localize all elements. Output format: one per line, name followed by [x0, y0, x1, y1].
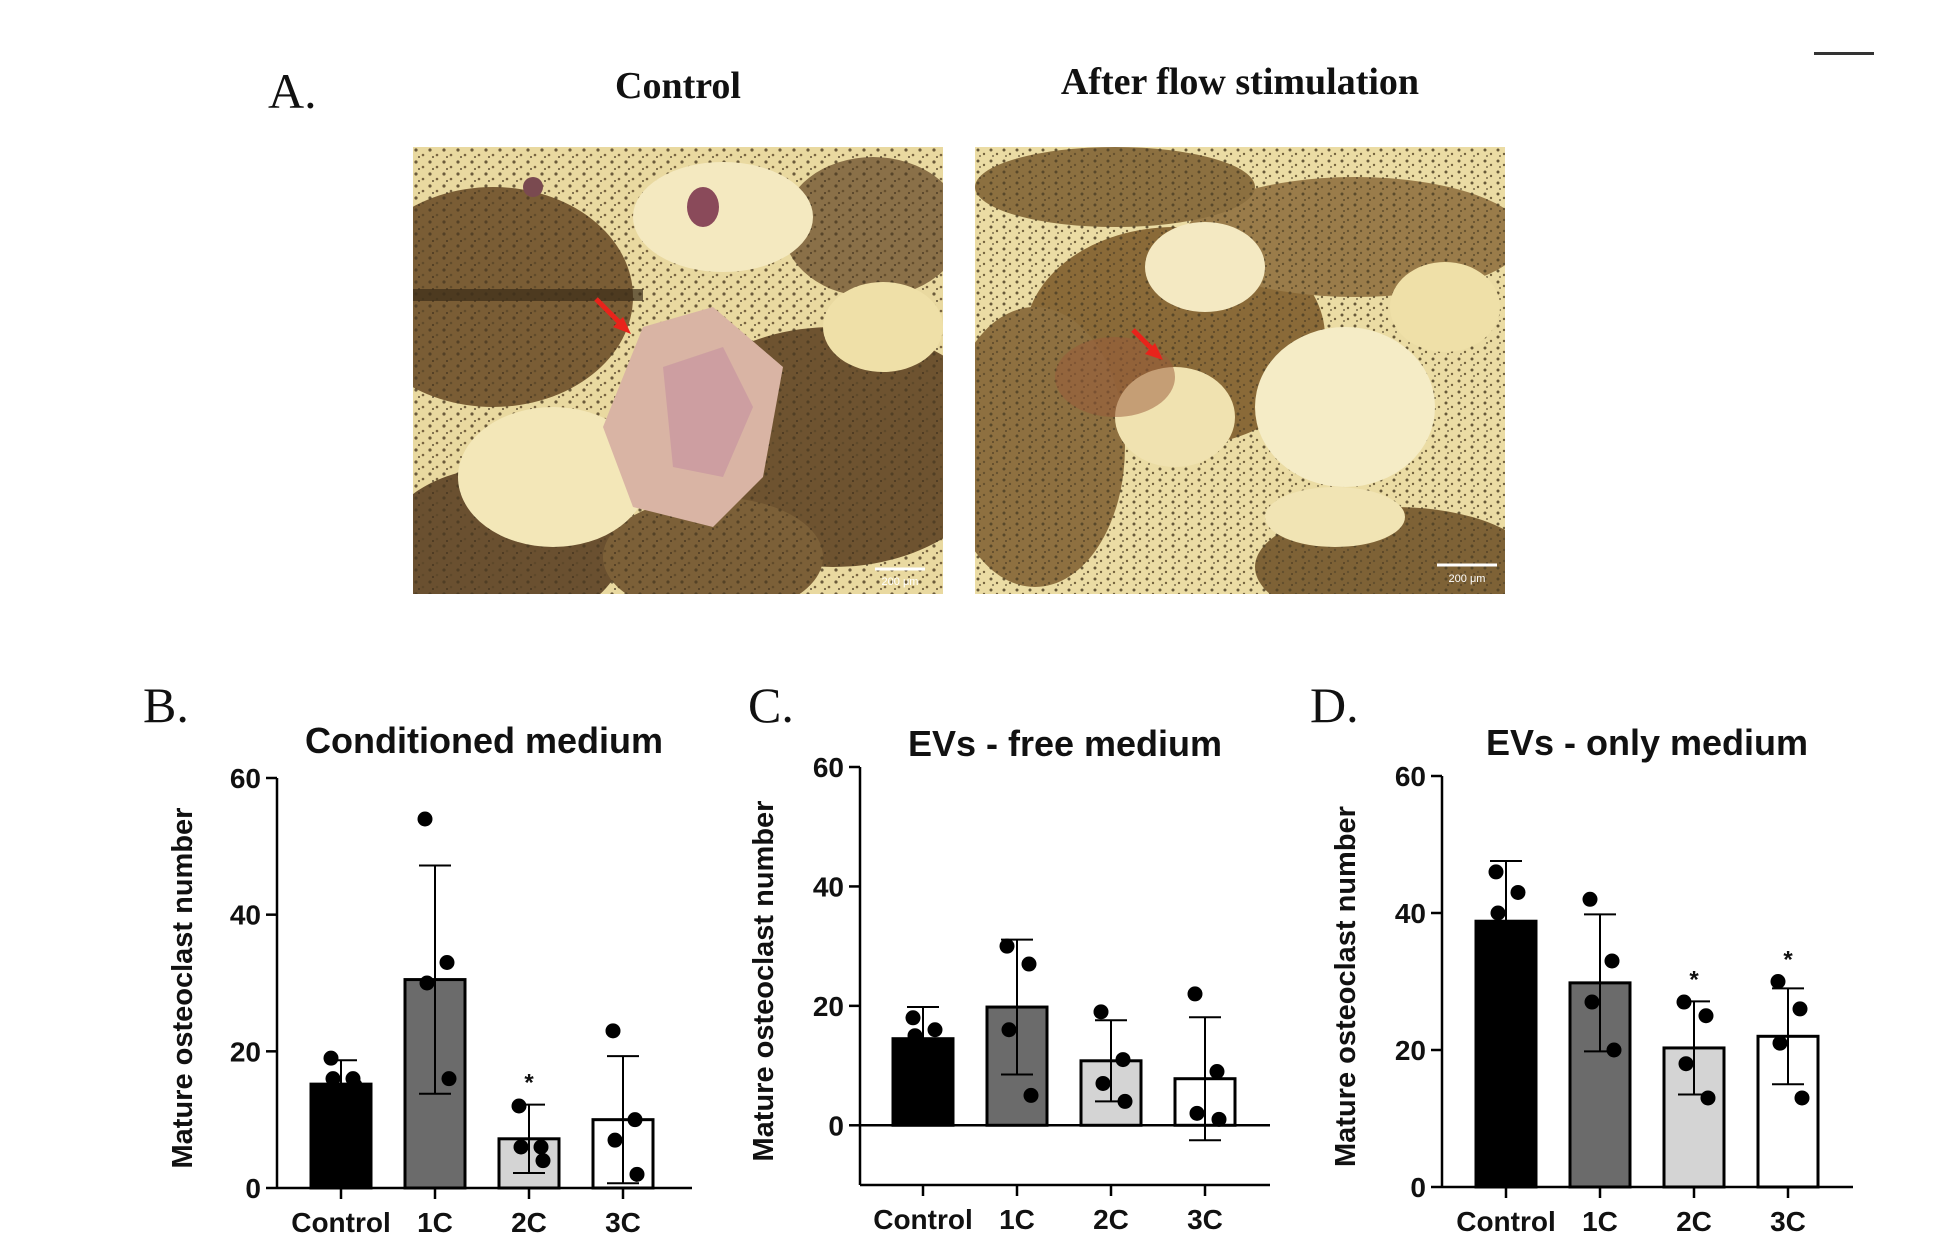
panel-b-letter: B. — [143, 677, 189, 733]
scale-bar-label-control: 200 μm — [882, 576, 919, 588]
data-point — [1794, 1090, 1810, 1106]
panel-c-letter: C. — [748, 677, 794, 733]
data-point — [1189, 1105, 1205, 1121]
data-point — [441, 1071, 457, 1087]
x-tick-label: 3C — [1187, 1204, 1223, 1235]
scale-bar-label-flow: 200 μm — [1449, 573, 1486, 585]
data-point — [1792, 1001, 1808, 1017]
data-point — [1115, 1052, 1131, 1068]
y-axis-label: Mature osteoclast number — [748, 801, 780, 1162]
chart-title: EVs - only medium — [1486, 722, 1808, 763]
data-point — [907, 1028, 923, 1044]
chart-1: EVs - free medium Mature osteoclast numbe… — [748, 723, 1270, 1235]
data-point — [533, 1139, 549, 1155]
y-tick-label: 60 — [1395, 761, 1426, 792]
x-tick-label: 2C — [511, 1207, 547, 1238]
x-tick-label: Control — [291, 1207, 391, 1238]
data-point — [1698, 1008, 1714, 1024]
y-tick-label: 60 — [813, 752, 844, 783]
data-point — [325, 1071, 341, 1087]
data-point — [323, 1050, 339, 1066]
panel-a-letter: A. — [268, 63, 317, 119]
x-tick-label: 1C — [417, 1207, 453, 1238]
data-point — [605, 1023, 621, 1039]
data-point — [607, 1132, 623, 1148]
data-point — [1510, 884, 1526, 900]
chart-2: EVs - only medium Mature osteoclast numbe… — [1330, 722, 1853, 1237]
chart-title: EVs - free medium — [908, 723, 1222, 764]
data-point — [627, 1112, 643, 1128]
data-point — [1021, 956, 1037, 972]
x-tick-label: 1C — [1582, 1206, 1618, 1237]
y-tick-label: 40 — [1395, 898, 1426, 929]
data-point — [1488, 864, 1504, 880]
micrograph-control-image: 200 μm — [413, 147, 943, 594]
data-point — [347, 1078, 363, 1093]
data-point — [1700, 1090, 1716, 1106]
significance-marker: * — [524, 1070, 534, 1097]
data-point — [1512, 926, 1528, 942]
data-point — [513, 1139, 529, 1155]
chart-title: Conditioned medium — [305, 720, 663, 761]
data-point — [1093, 1004, 1109, 1020]
data-point — [1770, 974, 1786, 989]
data-point — [1023, 1087, 1039, 1103]
data-point — [1676, 994, 1692, 1010]
data-point — [1001, 1022, 1017, 1038]
y-tick-label: 40 — [813, 871, 844, 902]
y-axis-label: Mature osteoclast number — [167, 808, 199, 1169]
data-point — [535, 1153, 551, 1169]
data-point — [999, 938, 1015, 954]
data-point — [419, 975, 435, 991]
data-point — [905, 1010, 921, 1026]
data-point — [417, 811, 433, 827]
significance-marker: * — [1689, 966, 1699, 993]
data-point — [1209, 1064, 1225, 1080]
y-tick-label: 0 — [828, 1110, 844, 1141]
y-axis-label: Mature osteoclast number — [1330, 806, 1362, 1167]
x-tick-label: 2C — [1676, 1206, 1712, 1237]
y-tick-label: 60 — [230, 763, 261, 794]
data-point — [1490, 905, 1506, 921]
y-tick-label: 20 — [813, 991, 844, 1022]
x-tick-label: 1C — [999, 1204, 1035, 1235]
y-tick-label: 0 — [245, 1173, 261, 1204]
x-tick-label: 3C — [1770, 1206, 1806, 1237]
y-tick-label: 20 — [230, 1036, 261, 1067]
micrograph-control-title: Control — [615, 65, 741, 107]
data-point — [929, 1040, 945, 1056]
data-point — [1772, 1035, 1788, 1051]
micrograph-flow-title: After flow stimulation — [1060, 61, 1420, 103]
y-tick-label: 0 — [1410, 1172, 1426, 1203]
data-point — [1211, 1111, 1227, 1127]
y-tick-label: 20 — [1395, 1035, 1426, 1066]
data-point — [927, 1022, 943, 1038]
x-tick-label: 3C — [605, 1207, 641, 1238]
panel-d-letter: D. — [1310, 677, 1359, 733]
data-point — [1584, 994, 1600, 1010]
y-tick-label: 40 — [230, 900, 261, 931]
data-point — [1117, 1093, 1133, 1109]
data-point — [1582, 891, 1598, 907]
significance-marker: * — [1783, 947, 1793, 974]
data-point — [1606, 1042, 1622, 1058]
x-tick-label: Control — [873, 1204, 973, 1235]
data-point — [1604, 953, 1620, 969]
data-point — [1095, 1075, 1111, 1091]
chart-0: Conditioned medium Mature osteoclast numb… — [167, 720, 692, 1238]
data-point — [629, 1166, 645, 1182]
data-point — [511, 1098, 527, 1114]
x-tick-label: 2C — [1093, 1204, 1129, 1235]
corner-mark — [1814, 52, 1874, 55]
x-tick-label: Control — [1456, 1206, 1556, 1237]
data-point — [1187, 986, 1203, 1002]
micrograph-flow-image: 200 μm — [975, 147, 1505, 594]
data-point — [1678, 1056, 1694, 1072]
data-point — [439, 955, 455, 970]
